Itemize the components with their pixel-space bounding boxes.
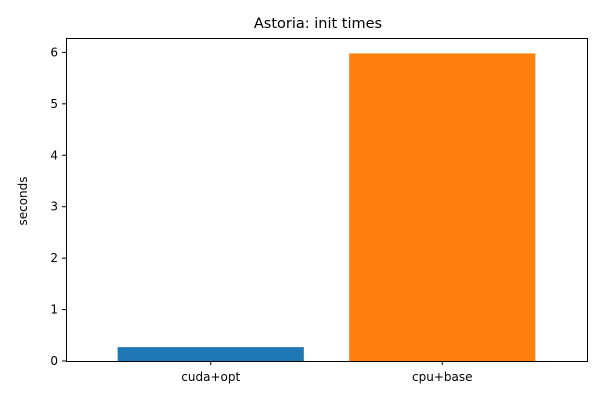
bar-1: [349, 53, 536, 362]
y-tick-label: 3: [50, 200, 58, 214]
y-axis-label: seconds: [16, 176, 30, 225]
y-tick-label: 5: [50, 97, 58, 111]
y-tick-label: 0: [50, 354, 58, 368]
chart-title: Astoria: init times: [254, 16, 382, 32]
y-ticks-group: 0 1 2 3 4 5 6: [50, 45, 66, 368]
y-tick-label: 4: [50, 148, 58, 162]
x-tick-label: cuda+opt: [181, 370, 240, 384]
y-tick-label: 2: [50, 251, 58, 265]
y-tick-label: 6: [50, 45, 58, 59]
y-tick-label: 1: [50, 303, 58, 317]
x-tick-label: cpu+base: [412, 370, 472, 384]
plot-frame: [66, 38, 588, 362]
bars-group: [117, 53, 536, 362]
bar-0: [117, 347, 304, 361]
x-ticks-group: cuda+opt cpu+base: [181, 361, 473, 384]
